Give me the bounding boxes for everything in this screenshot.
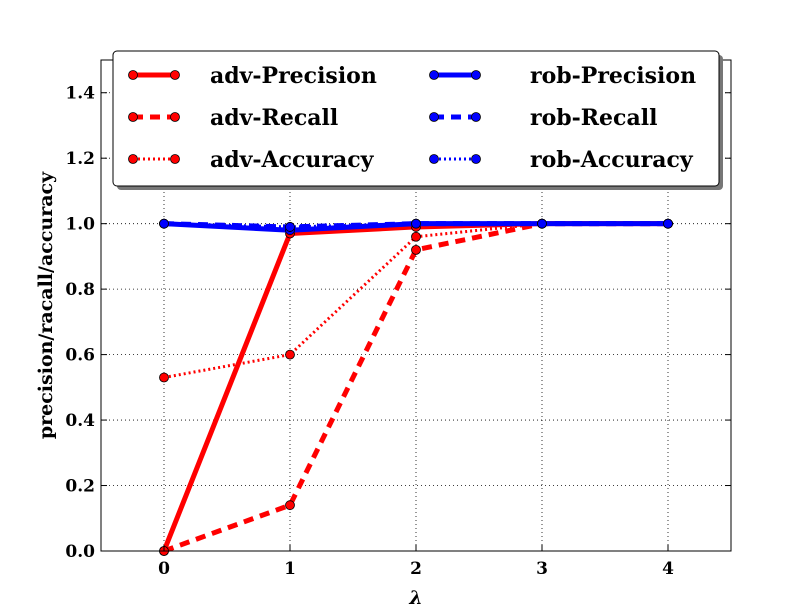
legend-label: rob-Accuracy: [530, 147, 694, 173]
data-point: [411, 218, 421, 229]
legend-marker: [128, 154, 138, 164]
legend-marker: [429, 112, 439, 122]
x-tick-label: 3: [536, 559, 548, 579]
legend-entry-rob-precision: rob-Precision: [429, 63, 696, 89]
y-tick-label: 0.6: [65, 346, 95, 366]
data-point: [159, 218, 169, 229]
legend: adv-Precision adv-Recall adv-Accuracy rob-P…: [112, 50, 723, 190]
legend-marker: [170, 112, 180, 122]
y-tick-label: 1.4: [65, 84, 95, 104]
series-rob-accuracy: [159, 218, 673, 232]
data-point: [159, 372, 169, 383]
legend-marker: [429, 154, 439, 164]
y-tick-label: 0.8: [65, 280, 95, 300]
legend-entry-adv-accuracy: adv-Accuracy: [128, 147, 375, 173]
legend-label: adv-Accuracy: [210, 147, 375, 173]
legend-marker: [128, 112, 138, 122]
legend-marker: [128, 70, 138, 80]
legend-label: adv-Precision: [210, 63, 377, 89]
series-adv-precision: [159, 218, 673, 556]
legend-entry-adv-recall: adv-Recall: [128, 105, 338, 131]
y-tick-label: 0.0: [65, 542, 95, 562]
y-tick-label: 0.2: [65, 477, 95, 497]
legend-marker: [471, 154, 481, 164]
data-point: [411, 244, 421, 255]
legend-label: rob-Precision: [530, 63, 696, 89]
data-point: [663, 218, 673, 229]
x-axis-label: λ: [408, 587, 422, 609]
y-axis-label: precision/racall/accuracy: [35, 171, 57, 439]
series-line: [163, 221, 668, 554]
data-point: [285, 500, 295, 511]
legend-marker: [170, 154, 180, 164]
x-tick-label: 1: [284, 559, 296, 579]
data-point: [285, 222, 295, 232]
x-tick-label: 4: [662, 559, 674, 579]
y-tick-label: 0.4: [65, 411, 95, 431]
legend-marker: [471, 112, 481, 122]
legend-marker: [429, 70, 439, 80]
y-tick-label: 1.2: [65, 149, 95, 169]
axis-ticks: 0.0 0.2 0.4 0.6 0.8 1.0 1.2 1.4 0 1 2 3 4: [65, 60, 731, 579]
series-layer: [159, 218, 673, 556]
data-point: [285, 349, 295, 360]
legend-marker: [471, 70, 481, 80]
legend-entry-rob-recall: rob-Recall: [429, 105, 657, 131]
y-tick-label: 1.0: [65, 215, 95, 235]
data-point: [411, 231, 421, 242]
series-adv-recall: [159, 218, 673, 556]
x-tick-label: 2: [410, 559, 422, 579]
legend-marker: [170, 70, 180, 80]
legend-label: rob-Recall: [530, 105, 657, 131]
legend-box: [112, 50, 720, 187]
x-tick-label: 0: [158, 559, 170, 579]
legend-entry-adv-precision: adv-Precision: [128, 63, 377, 89]
legend-label: adv-Recall: [210, 105, 338, 131]
legend-entry-rob-accuracy: rob-Accuracy: [429, 147, 694, 173]
series-line: [163, 222, 668, 229]
data-point: [537, 218, 547, 229]
